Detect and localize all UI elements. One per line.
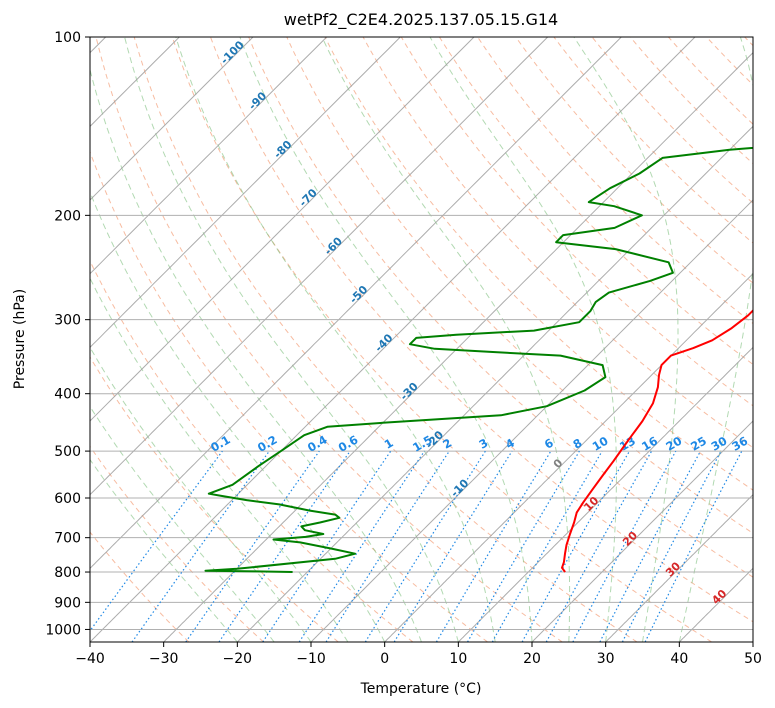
moist-adiabat-line	[321, 37, 571, 642]
isotherm-line	[384, 272, 753, 642]
x-tick-label: 0	[380, 651, 389, 667]
isotherm-line	[752, 641, 753, 642]
y-tick-label: 500	[54, 444, 81, 460]
moist-adiabat-line	[90, 190, 386, 642]
dry-adiabat-line	[515, 37, 753, 284]
mixing-ratio-label: 20	[663, 434, 684, 454]
y-tick-label: 100	[54, 30, 81, 46]
dry-adiabat-line	[210, 37, 753, 623]
mixing-ratio-line	[644, 450, 743, 642]
moist-adiabat-line	[573, 37, 679, 642]
isotherm-line	[531, 420, 753, 642]
x-tick-label: 20	[523, 651, 541, 667]
isotherm-line	[90, 37, 401, 349]
isotherm-line	[678, 567, 753, 642]
dewpoint-profile	[204, 146, 753, 573]
x-tick-label: −10	[296, 651, 326, 667]
moist-adiabat-line	[90, 67, 422, 642]
axes-ticks: −40 −30 −20 −10 0 10 20 30 40 50 100 200 300 400 500 60…	[45, 30, 762, 667]
dry-adiabat-line	[171, 37, 712, 642]
mixing-ratio-line	[325, 450, 450, 642]
x-tick-label: 10	[449, 651, 467, 667]
dry-adiabat-line	[95, 37, 563, 642]
background-lines	[90, 37, 753, 642]
moist-adiabat-line	[90, 405, 275, 642]
mixing-ratio-label: 10	[590, 434, 611, 454]
mixing-ratio-label: 16	[639, 434, 660, 454]
moist-adiabat-line	[124, 37, 459, 642]
x-tick-label: 40	[670, 651, 688, 667]
x-tick-label: −30	[149, 651, 179, 667]
mixing-ratio-label: 36	[729, 434, 750, 454]
x-tick-label: −20	[223, 651, 253, 667]
isotherm-line	[457, 346, 753, 642]
dry-adiabat-line	[133, 37, 638, 642]
moist-adiabat-line	[429, 37, 617, 642]
y-tick-label: 600	[54, 491, 81, 507]
y-tick-label: 700	[54, 531, 81, 547]
sounding-profiles	[204, 146, 753, 573]
y-tick-label: 400	[54, 387, 81, 403]
isotherm-line	[605, 493, 753, 642]
x-tick-label: 50	[744, 651, 762, 667]
dry-adiabat-line	[90, 445, 264, 642]
y-tick-label: 1000	[45, 622, 81, 638]
isotherm-line	[90, 37, 622, 570]
mixing-ratio-line	[393, 450, 513, 642]
dry-adiabat-line	[90, 531, 190, 642]
dry-adiabat-line	[400, 37, 753, 407]
mixing-ratio-line	[572, 450, 677, 642]
mixing-ratio-label: 30	[709, 434, 730, 454]
mixing-ratio-line	[90, 450, 223, 632]
y-tick-label: 900	[54, 595, 81, 611]
x-tick-label: −40	[75, 651, 105, 667]
dry-adiabat-line	[90, 356, 339, 642]
x-tick-label: 30	[597, 651, 615, 667]
mixing-ratio-line	[521, 450, 631, 642]
moist-adiabat-line	[90, 277, 349, 642]
isotherm-line	[90, 37, 696, 642]
mixing-ratio-line	[218, 450, 351, 642]
mixing-ratio-line	[545, 450, 653, 642]
y-tick-label: 800	[54, 565, 81, 581]
y-tick-label: 200	[54, 208, 81, 224]
plot-background	[90, 37, 753, 642]
mixing-ratio-line	[298, 450, 425, 642]
mixing-ratio-label: 25	[688, 434, 709, 454]
moist-adiabat-line	[90, 458, 238, 642]
y-tick-label: 300	[54, 313, 81, 329]
isotherm-line	[90, 37, 549, 496]
isotherm-line	[163, 51, 753, 642]
mixing-ratio-line	[185, 450, 320, 642]
isotherm-line	[310, 199, 753, 642]
isotherm-line	[90, 37, 475, 422]
moist-adiabat-line	[239, 37, 533, 642]
temperature-profile	[561, 309, 753, 573]
isotherm-line	[236, 125, 753, 642]
moist-adiabat-line	[678, 37, 753, 642]
mixing-ratio-line	[262, 450, 392, 642]
plot-frame	[89, 36, 754, 643]
chart-title: wetPf2_C2E4.2025.137.05.15.G14	[284, 10, 558, 30]
x-axis-label: Temperature (°C)	[360, 681, 482, 697]
mixing-ratio-line	[131, 450, 270, 642]
moist-adiabat-line	[175, 37, 496, 642]
dry-adiabat-line	[90, 150, 488, 642]
y-axis-label: Pressure (hPa)	[12, 289, 28, 389]
dry-adiabat-line	[248, 37, 753, 578]
